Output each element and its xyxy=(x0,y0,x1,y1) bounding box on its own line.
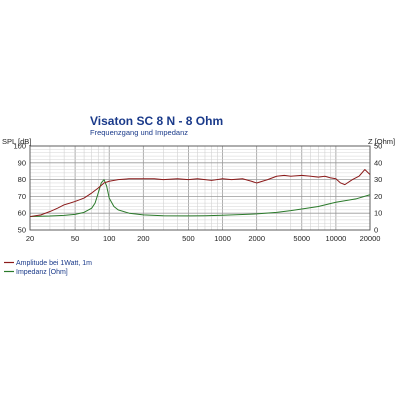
y-left-tick-label: 90 xyxy=(18,158,26,167)
y-axis-right-label: Z [Ohm] xyxy=(368,137,395,146)
legend-label: Impedanz [Ohm] xyxy=(16,269,68,276)
plot-frame xyxy=(29,145,371,231)
x-tick-label: 5000 xyxy=(293,234,310,243)
y-left-tick-label: 50 xyxy=(18,226,26,235)
y-left-tick-label: 80 xyxy=(18,175,26,184)
x-tick-label: 100 xyxy=(103,234,116,243)
x-tick-label: 20 xyxy=(26,234,34,243)
plot-background xyxy=(30,146,370,230)
chart-title: Visaton SC 8 N - 8 Ohm xyxy=(90,114,223,128)
x-tick-label: 1000 xyxy=(214,234,231,243)
y-left-tick-label: 70 xyxy=(18,192,26,201)
x-tick-label: 10000 xyxy=(325,234,346,243)
legend-label: Amplitude bei 1Watt, 1m xyxy=(16,260,92,267)
plot-area: 20 50 100 200 500 1000 2000 5000 10000 2000050607… xyxy=(13,142,382,244)
y-right-tick-label: 10 xyxy=(374,209,382,218)
series-line-impedance xyxy=(29,179,371,218)
y-axis-left-label: SPL [dB] xyxy=(2,137,31,146)
x-tick-label: 2000 xyxy=(248,234,265,243)
x-tick-label: 20000 xyxy=(360,234,381,243)
x-tick-label: 200 xyxy=(137,234,150,243)
x-tick-label: 50 xyxy=(71,234,79,243)
chart-subtitle: Frequenzgang und Impedanz xyxy=(90,128,188,137)
y-right-tick-label: 30 xyxy=(374,175,382,184)
series-line-amplitude xyxy=(29,169,371,218)
y-right-tick-label: 40 xyxy=(374,158,382,167)
y-right-tick-label: 50 xyxy=(374,142,382,151)
y-right-tick-label: 20 xyxy=(374,192,382,201)
y-left-tick-label: 100 xyxy=(13,142,26,151)
legend: Amplitude bei 1Watt, 1m Impedanz [Ohm] xyxy=(4,260,92,276)
y-right-tick-label: 0 xyxy=(374,226,378,235)
x-tick-label: 500 xyxy=(182,234,195,243)
y-left-tick-label: 60 xyxy=(18,209,26,218)
